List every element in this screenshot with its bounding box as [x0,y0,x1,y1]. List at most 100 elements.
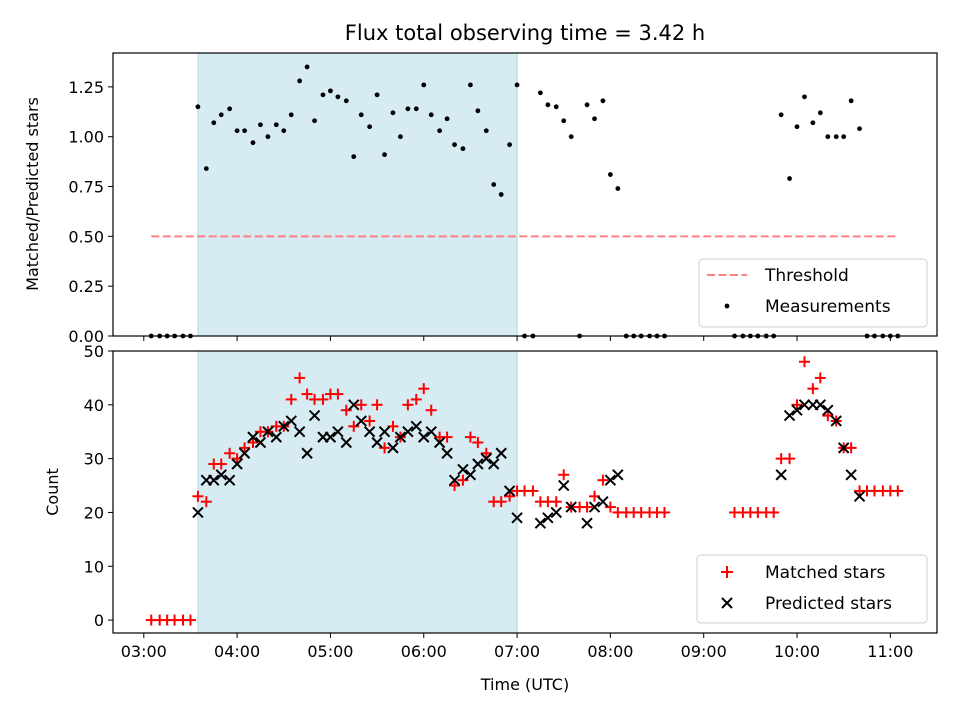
predicted-point [278,420,290,433]
matched-point [247,436,259,448]
y-tick-label: 0.00 [68,327,104,346]
predicted-point [604,474,617,486]
chart-title: Flux total observing time = 3.42 h [345,21,705,45]
matched-point [239,442,251,454]
measurement-point [288,112,294,118]
matched-point [597,474,609,486]
measurement-point [841,134,847,140]
matched-point [495,496,507,508]
predicted-point [371,436,383,449]
matched-point [814,372,826,384]
predicted-point [597,495,609,508]
predicted-point [418,431,430,443]
predicted-point [293,426,306,438]
matched-point [472,436,484,448]
measurement-point [568,134,574,140]
predicted-point [262,426,274,438]
predicted-point [534,517,547,529]
predicted-point [612,469,624,481]
matched-legend-swatch [721,566,733,578]
matched-point [410,393,422,405]
matched-point [807,383,819,395]
predicted-point [254,436,267,449]
measurement-point [304,64,310,70]
predicted-point [348,399,360,411]
predicted-point [394,431,407,443]
measurement-point [351,154,357,160]
y-tick-label: 40 [84,396,104,415]
measurement-point [848,98,854,104]
predicted-point [581,517,593,529]
predicted-point [410,420,422,433]
count-plot-area: 0 10 20 30 40 50 03:00 04:00 05:00 06:00 07:00 08:0… [84,342,938,661]
measurement-point [787,176,792,181]
matched-point [784,453,796,465]
measurement-point [600,98,606,104]
matched-point [294,372,306,384]
measurement-point [343,98,349,104]
predicted-point [192,506,204,519]
predicted-point [837,442,850,454]
ratio-legend-box [698,258,928,328]
y-tick-label: 1.00 [68,128,104,147]
y-tick-label: 1.25 [68,78,104,97]
measurement-point [545,102,551,108]
predicted-point [308,409,321,422]
predicted-point [814,399,827,411]
measurement-point [211,120,217,126]
matched-point [184,614,196,626]
measurement-point [203,166,209,171]
matched-point [231,453,243,465]
predicted-point [402,426,414,438]
measurement-point [258,122,263,128]
matched-point [224,447,236,459]
predicted-point [472,458,484,470]
matched-point [192,490,204,502]
x-tick-label: 09:00 [681,642,727,661]
matched-point [581,501,593,513]
predicted-point [503,485,516,497]
predicted-point [363,426,376,438]
matched-point [301,388,313,400]
predicted-point [853,490,866,503]
measurements-legend-label: Measurements [765,297,891,317]
predicted-point [845,469,857,481]
predicted-point [208,474,220,486]
measurement-point [265,134,271,140]
series-predicted-stars [192,399,866,529]
measurement-point [498,192,504,197]
y-tick-label: 0 [94,611,104,630]
x-tick-label: 10:00 [774,642,820,661]
count-y-axis-label: Count [43,468,62,516]
measurement-point [592,116,597,122]
measurement-point [382,152,387,158]
measurement-point [475,108,481,114]
predicted-point [542,512,554,524]
measurements-legend-swatch [724,303,730,309]
measurement-point [468,82,473,88]
measurement-point [358,112,364,118]
measurement-point [218,112,224,118]
predicted-point [558,479,570,492]
measurement-point [514,82,520,88]
matched-point [418,383,430,395]
measurement-point [320,92,326,98]
measurement-point [398,134,403,140]
measurement-point [857,126,862,132]
matched-point [480,447,492,459]
measurement-point [437,128,443,134]
measurement-point [507,142,513,148]
measurement-point [281,128,287,134]
matched-point [332,388,344,400]
measurement-point [421,82,427,88]
predicted-point [285,415,297,427]
measurement-point [452,142,457,148]
matched-point [504,490,516,502]
predicted-point [488,458,500,470]
predicted-point [231,458,243,470]
matched-point [604,501,616,513]
predicted-point [441,447,453,459]
predicted-point [247,431,259,443]
measurement-point [250,140,256,146]
